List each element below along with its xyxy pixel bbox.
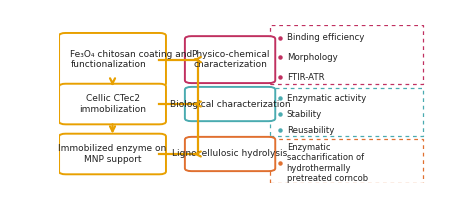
Text: Stability: Stability: [287, 110, 322, 119]
Text: Biological characterization: Biological characterization: [170, 99, 291, 109]
FancyBboxPatch shape: [185, 137, 275, 171]
Text: Enzymatic
saccharification of
hydrothermally
pretreated corncob: Enzymatic saccharification of hydrotherm…: [287, 143, 368, 183]
FancyBboxPatch shape: [59, 84, 166, 124]
Text: Morphology: Morphology: [287, 53, 337, 62]
FancyBboxPatch shape: [271, 88, 423, 136]
FancyBboxPatch shape: [59, 33, 166, 86]
Text: FTIR-ATR: FTIR-ATR: [287, 73, 324, 82]
Text: Lignocellulosic hydrolysis: Lignocellulosic hydrolysis: [173, 150, 288, 158]
FancyBboxPatch shape: [59, 134, 166, 174]
Text: Fe₃O₄ chitosan coating and
functionalization: Fe₃O₄ chitosan coating and functionaliza…: [71, 50, 193, 69]
Text: Cellic CTec2
immobilization: Cellic CTec2 immobilization: [79, 94, 146, 114]
FancyBboxPatch shape: [185, 87, 275, 121]
Text: Immobilized enzyme on
MNP support: Immobilized enzyme on MNP support: [58, 144, 167, 164]
FancyBboxPatch shape: [271, 139, 423, 183]
Text: Binding efficiency: Binding efficiency: [287, 33, 364, 42]
FancyBboxPatch shape: [271, 25, 423, 84]
Text: Physico-chemical
characterization: Physico-chemical characterization: [191, 50, 269, 69]
FancyBboxPatch shape: [185, 36, 275, 83]
Text: Enzymatic activity: Enzymatic activity: [287, 94, 366, 103]
Text: Reusability: Reusability: [287, 126, 334, 135]
